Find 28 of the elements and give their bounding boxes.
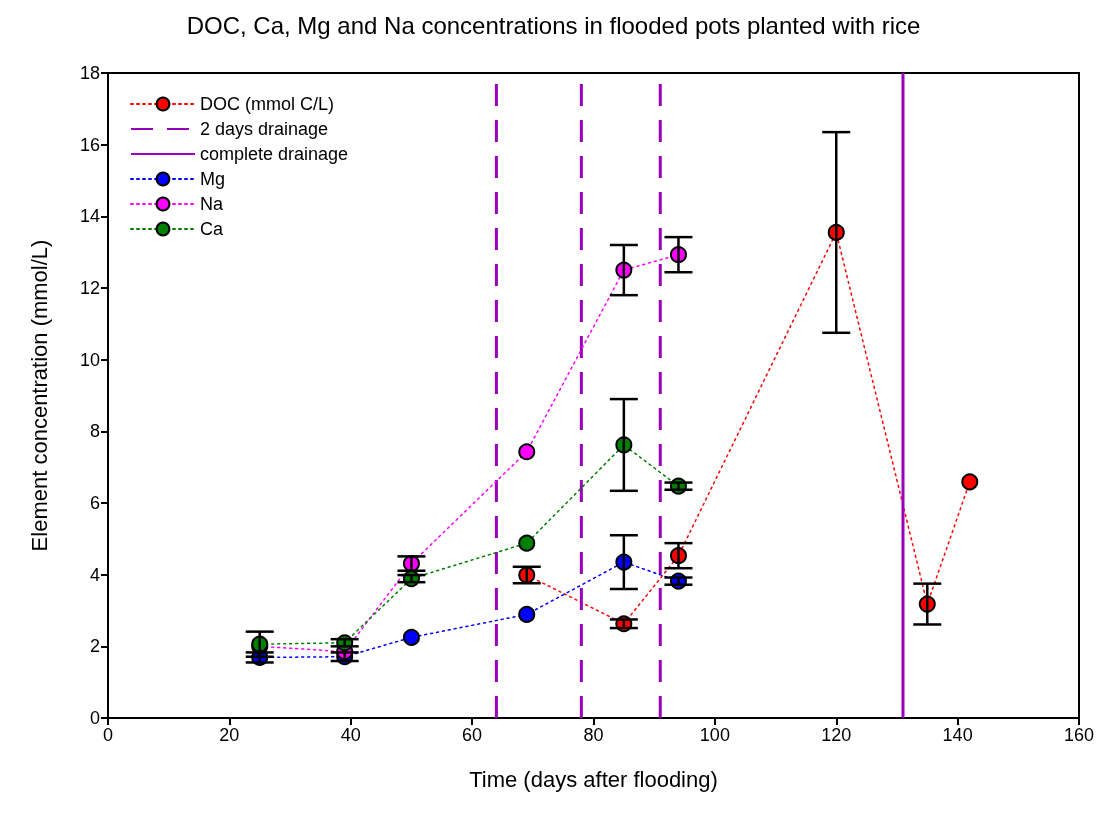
- legend-label: complete drainage: [200, 144, 349, 164]
- x-tick-label: 20: [219, 725, 240, 745]
- y-tick-label: 2: [89, 636, 100, 657]
- x-tick-label: 100: [699, 725, 730, 745]
- y-tick-label: 6: [89, 493, 100, 513]
- legend-label: 2 days drainage: [200, 119, 329, 139]
- legend-label: DOC (mmol C/L): [200, 94, 334, 114]
- y-tick-label: 12: [79, 278, 100, 298]
- x-tick-label: 160: [1063, 725, 1095, 745]
- x-axis-title: Time (days after flooding): [469, 766, 718, 792]
- y-tick-label: 18: [79, 63, 100, 83]
- y-tick-label: 16: [79, 134, 100, 155]
- legend-label: Na: [200, 194, 224, 214]
- legend-label: Ca: [200, 219, 224, 239]
- x-tick-label: 60: [462, 725, 483, 745]
- x-tick-label: 140: [942, 725, 973, 745]
- y-tick-label: 4: [89, 564, 100, 585]
- legend-label: Mg: [200, 169, 226, 189]
- y-tick-label: 8: [89, 421, 100, 442]
- x-tick-label: 120: [821, 725, 852, 745]
- y-tick-label: 10: [79, 349, 100, 370]
- y-axis-title: Element concentration (mmol/L): [26, 239, 52, 552]
- x-tick-label: 80: [583, 725, 604, 745]
- x-tick-label: 0: [102, 725, 114, 745]
- x-tick-label: 40: [340, 725, 361, 745]
- y-tick-label: 0: [89, 708, 100, 728]
- y-tick-label: 14: [79, 206, 100, 227]
- chart-title: DOC, Ca, Mg and Na concentrations in flooded pots planted with rice: [186, 11, 921, 39]
